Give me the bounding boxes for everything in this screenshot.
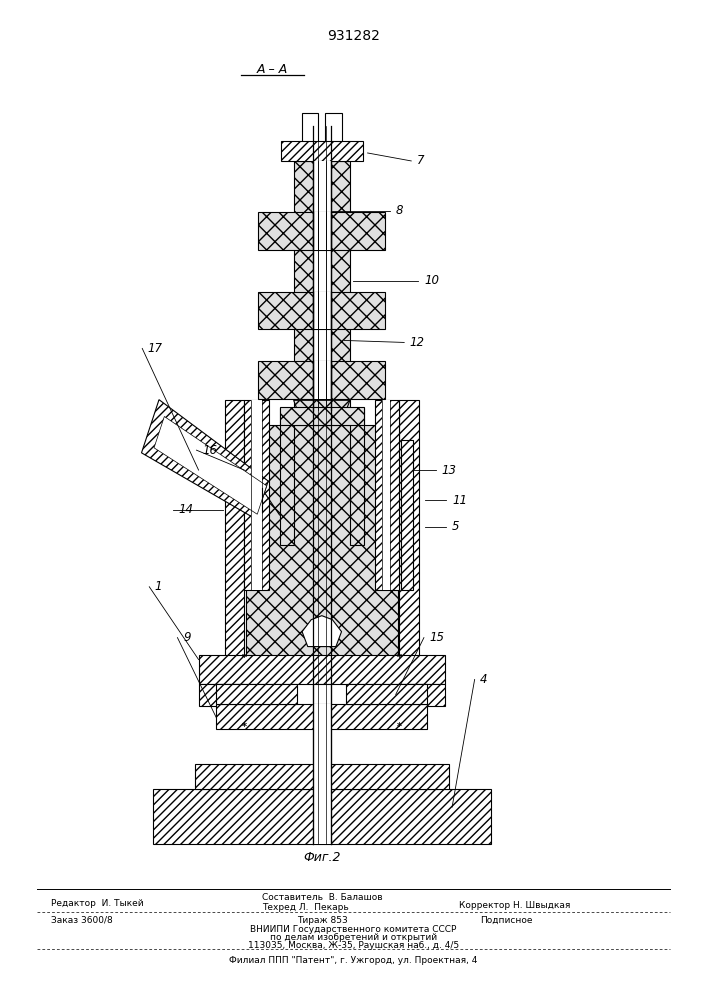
Polygon shape bbox=[279, 408, 293, 545]
Bar bbox=[382, 400, 390, 590]
Bar bbox=[312, 292, 331, 329]
Polygon shape bbox=[195, 764, 448, 789]
Text: Составитель  В. Балашов: Составитель В. Балашов bbox=[262, 893, 382, 902]
Text: A – A: A – A bbox=[257, 63, 288, 76]
Polygon shape bbox=[302, 616, 341, 647]
Bar bbox=[312, 704, 331, 844]
Text: *: * bbox=[242, 722, 247, 732]
Polygon shape bbox=[199, 684, 245, 706]
Bar bbox=[312, 684, 331, 704]
Text: Подписное: Подписное bbox=[480, 916, 533, 925]
Text: 1: 1 bbox=[155, 580, 163, 593]
Text: 9: 9 bbox=[183, 631, 191, 644]
Bar bbox=[312, 361, 331, 399]
Polygon shape bbox=[293, 400, 350, 422]
Polygon shape bbox=[199, 655, 445, 684]
Bar bbox=[245, 400, 269, 590]
Text: 8: 8 bbox=[396, 204, 403, 217]
Polygon shape bbox=[141, 400, 268, 519]
Polygon shape bbox=[399, 400, 419, 660]
Text: 4: 4 bbox=[480, 673, 488, 686]
Polygon shape bbox=[279, 407, 364, 425]
Text: 12: 12 bbox=[410, 336, 425, 349]
Bar bbox=[252, 400, 262, 590]
Polygon shape bbox=[216, 684, 297, 704]
Polygon shape bbox=[346, 684, 428, 704]
Polygon shape bbox=[399, 684, 445, 706]
Polygon shape bbox=[154, 416, 267, 514]
Polygon shape bbox=[259, 361, 385, 399]
Polygon shape bbox=[225, 400, 245, 660]
Text: 17: 17 bbox=[148, 342, 163, 355]
Polygon shape bbox=[259, 212, 385, 250]
Text: 11: 11 bbox=[452, 494, 467, 507]
Polygon shape bbox=[302, 113, 318, 143]
Polygon shape bbox=[281, 141, 363, 161]
Text: 16: 16 bbox=[202, 444, 217, 457]
Polygon shape bbox=[325, 113, 341, 143]
Polygon shape bbox=[246, 425, 398, 660]
Text: *: * bbox=[242, 653, 247, 663]
Text: *: * bbox=[397, 653, 402, 663]
Text: *: * bbox=[397, 722, 402, 732]
Text: Техред Л.  Пекарь: Техред Л. Пекарь bbox=[262, 903, 349, 912]
Polygon shape bbox=[153, 789, 491, 844]
Text: ВНИИПИ Государственного комитета СССР: ВНИИПИ Государственного комитета СССР bbox=[250, 925, 457, 934]
Text: 5: 5 bbox=[452, 520, 460, 533]
Text: Редактор  И. Тыкей: Редактор И. Тыкей bbox=[51, 899, 144, 908]
Polygon shape bbox=[293, 161, 350, 410]
Text: Фиг.2: Фиг.2 bbox=[303, 851, 341, 864]
Text: Филиал ППП "Патент", г. Ужгород, ул. Проектная, 4: Филиал ППП "Патент", г. Ужгород, ул. Про… bbox=[229, 956, 478, 965]
Bar bbox=[401, 440, 414, 590]
Polygon shape bbox=[216, 704, 428, 729]
Text: 10: 10 bbox=[424, 274, 439, 287]
Text: по делам изобретений и открытий: по делам изобретений и открытий bbox=[270, 933, 437, 942]
Bar bbox=[375, 400, 399, 590]
Bar bbox=[312, 161, 331, 410]
Text: 931282: 931282 bbox=[327, 29, 380, 43]
Text: 15: 15 bbox=[430, 631, 445, 644]
Bar bbox=[312, 126, 331, 844]
Text: Корректор Н. Швыдкая: Корректор Н. Швыдкая bbox=[459, 901, 571, 910]
Text: Тираж 853: Тираж 853 bbox=[297, 916, 348, 925]
Polygon shape bbox=[350, 408, 364, 545]
Text: 113035, Москва, Ж-35, Раушская наб., д. 4/5: 113035, Москва, Ж-35, Раушская наб., д. … bbox=[248, 941, 459, 950]
Text: Заказ 3600/8: Заказ 3600/8 bbox=[51, 916, 112, 925]
Bar bbox=[312, 212, 331, 250]
Polygon shape bbox=[259, 292, 385, 329]
Text: 7: 7 bbox=[417, 154, 424, 167]
Text: 14: 14 bbox=[179, 503, 194, 516]
Text: 13: 13 bbox=[442, 464, 457, 477]
